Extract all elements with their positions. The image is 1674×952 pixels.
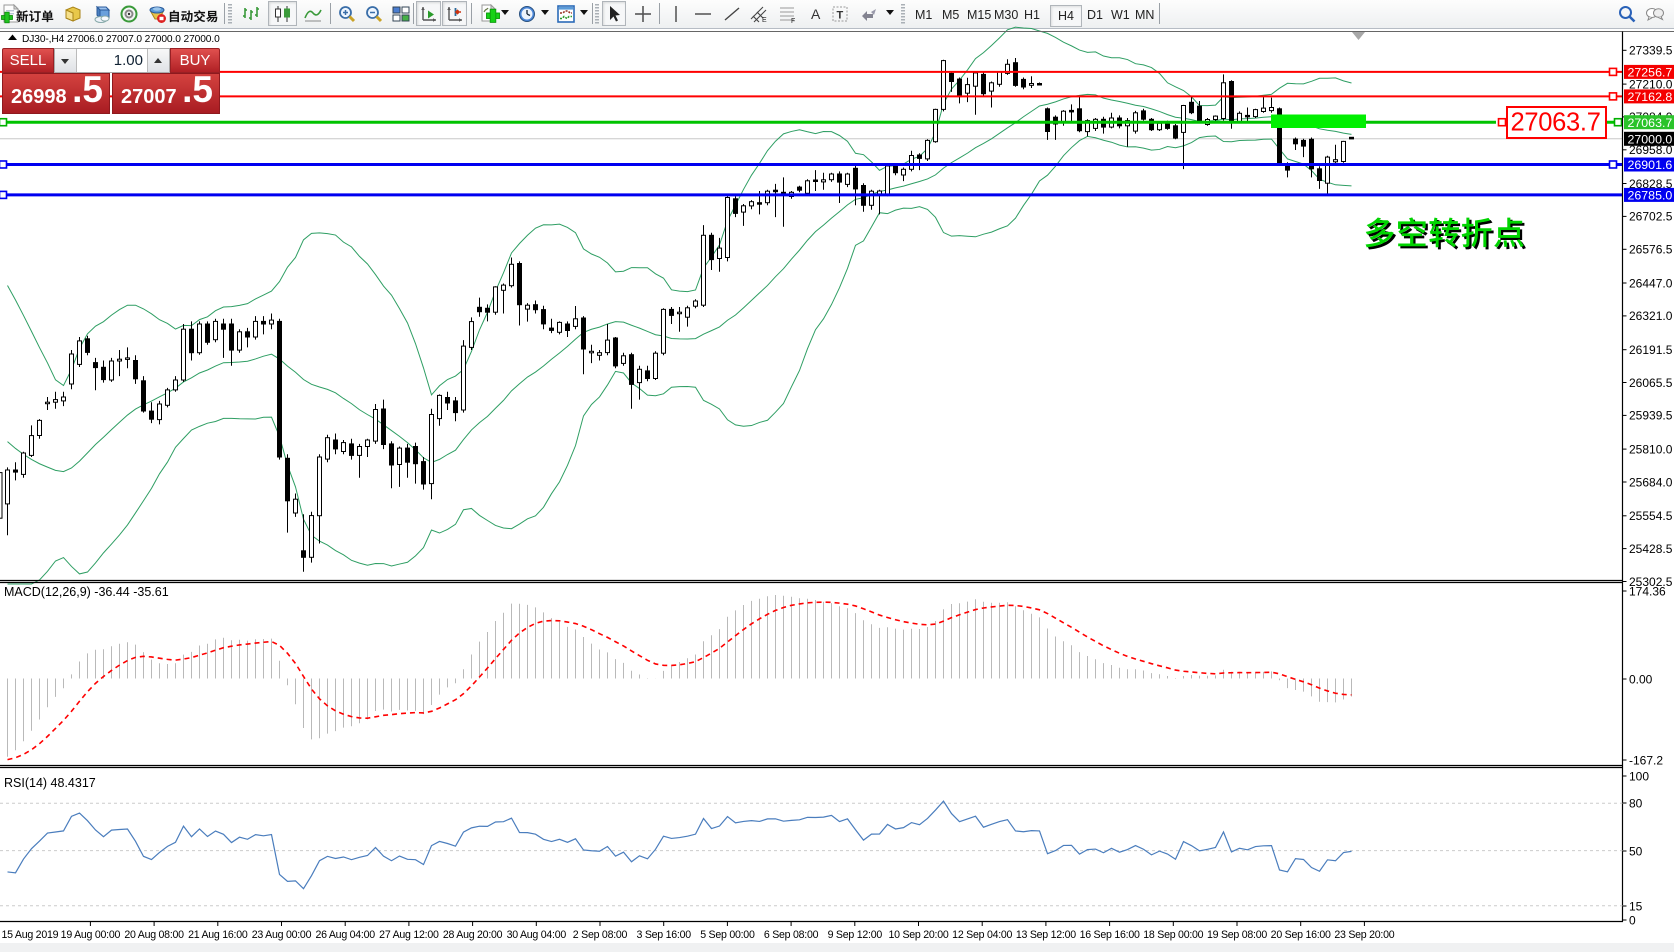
svg-text:26702.5: 26702.5 bbox=[1629, 210, 1673, 224]
svg-text:9 Sep 12:00: 9 Sep 12:00 bbox=[828, 929, 883, 941]
svg-text:30 Aug 04:00: 30 Aug 04:00 bbox=[507, 929, 567, 941]
svg-text:26901.6: 26901.6 bbox=[1628, 158, 1673, 172]
svg-text:26321.0: 26321.0 bbox=[1629, 309, 1673, 323]
svg-text:15: 15 bbox=[1629, 899, 1643, 913]
svg-text:21 Aug 16:00: 21 Aug 16:00 bbox=[188, 929, 248, 941]
svg-text:27 Aug 12:00: 27 Aug 12:00 bbox=[379, 929, 439, 941]
svg-text:E: E bbox=[762, 17, 767, 24]
svg-text:26576.5: 26576.5 bbox=[1629, 243, 1673, 257]
svg-text:28 Aug 20:00: 28 Aug 20:00 bbox=[443, 929, 503, 941]
svg-text:26828.5: 26828.5 bbox=[1629, 177, 1673, 191]
svg-text:25939.5: 25939.5 bbox=[1629, 409, 1673, 423]
svg-text:18 Sep 00:00: 18 Sep 00:00 bbox=[1143, 929, 1203, 941]
svg-text:3 Sep 16:00: 3 Sep 16:00 bbox=[637, 929, 692, 941]
svg-text:100: 100 bbox=[1629, 769, 1649, 783]
svg-text:26 Aug 04:00: 26 Aug 04:00 bbox=[315, 929, 375, 941]
svg-text:10 Sep 20:00: 10 Sep 20:00 bbox=[888, 929, 948, 941]
svg-text:27063.7: 27063.7 bbox=[1628, 116, 1673, 130]
svg-text:26958.0: 26958.0 bbox=[1629, 143, 1673, 157]
svg-text:15 Aug 2019: 15 Aug 2019 bbox=[2, 929, 59, 941]
svg-text:2 Sep 08:00: 2 Sep 08:00 bbox=[573, 929, 628, 941]
svg-text:A: A bbox=[811, 6, 821, 22]
svg-text:0: 0 bbox=[1629, 913, 1636, 927]
svg-text:174.36: 174.36 bbox=[1629, 584, 1666, 598]
svg-text:20 Aug 08:00: 20 Aug 08:00 bbox=[124, 929, 184, 941]
svg-text:26785.0: 26785.0 bbox=[1628, 189, 1673, 203]
svg-text:DJ30-,H4 27006.0 27007.0 2700: DJ30-,H4 27006.0 27007.0 27000.0 27000.0 bbox=[22, 34, 220, 45]
svg-text:23 Sep 20:00: 23 Sep 20:00 bbox=[1334, 929, 1394, 941]
svg-text:27256.7: 27256.7 bbox=[1628, 66, 1673, 80]
svg-text:25684.0: 25684.0 bbox=[1629, 475, 1673, 489]
svg-text:27162.8: 27162.8 bbox=[1628, 90, 1673, 104]
svg-text:-167.2: -167.2 bbox=[1629, 753, 1663, 767]
svg-text:27063.7: 27063.7 bbox=[1511, 109, 1601, 137]
svg-text:6 Sep 08:00: 6 Sep 08:00 bbox=[764, 929, 819, 941]
svg-text:5 Sep 00:00: 5 Sep 00:00 bbox=[700, 929, 755, 941]
svg-text:26447.0: 26447.0 bbox=[1629, 276, 1673, 290]
svg-text:13 Sep 12:00: 13 Sep 12:00 bbox=[1016, 929, 1076, 941]
svg-text:27000.0: 27000.0 bbox=[1628, 132, 1673, 146]
svg-text:50: 50 bbox=[1629, 844, 1643, 858]
svg-text:20 Sep 16:00: 20 Sep 16:00 bbox=[1271, 929, 1331, 941]
svg-text:80: 80 bbox=[1629, 796, 1643, 810]
svg-text:12 Sep 04:00: 12 Sep 04:00 bbox=[952, 929, 1012, 941]
svg-text:19 Aug 00:00: 19 Aug 00:00 bbox=[61, 929, 121, 941]
svg-text:23 Aug 00:00: 23 Aug 00:00 bbox=[252, 929, 312, 941]
svg-text:27339.5: 27339.5 bbox=[1629, 44, 1673, 58]
svg-text:27210.0: 27210.0 bbox=[1629, 77, 1673, 91]
svg-text:RSI(14) 48.4317: RSI(14) 48.4317 bbox=[4, 776, 96, 790]
svg-text:19 Sep 08:00: 19 Sep 08:00 bbox=[1207, 929, 1267, 941]
svg-text:MACD(12,26,9) -36.44 -35.61: MACD(12,26,9) -36.44 -35.61 bbox=[4, 585, 169, 599]
svg-text:F: F bbox=[791, 18, 795, 24]
svg-text:25428.5: 25428.5 bbox=[1629, 542, 1673, 556]
svg-text:26065.5: 26065.5 bbox=[1629, 376, 1673, 390]
svg-text:0.00: 0.00 bbox=[1629, 672, 1653, 686]
svg-text:25302.5: 25302.5 bbox=[1629, 575, 1673, 589]
svg-text:26191.5: 26191.5 bbox=[1629, 343, 1673, 357]
svg-text:T: T bbox=[837, 10, 844, 22]
svg-text:25810.0: 25810.0 bbox=[1629, 442, 1673, 456]
svg-text:16 Sep 16:00: 16 Sep 16:00 bbox=[1080, 929, 1140, 941]
svg-text:25554.5: 25554.5 bbox=[1629, 509, 1673, 523]
